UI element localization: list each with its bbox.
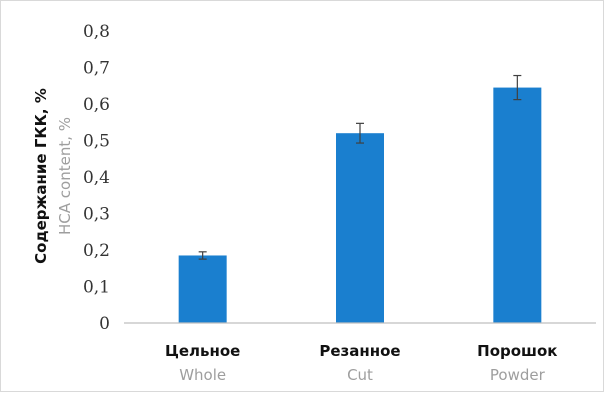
bar-1 (178, 255, 227, 323)
y-tick-label: 0,3 (83, 205, 110, 225)
x-category-label-en: Whole (179, 366, 226, 384)
y-tick-label: 0 (99, 314, 110, 334)
error-bar-2 (356, 122, 364, 144)
y-axis-title: Содержание ГКК, % HCA content, % (32, 88, 74, 264)
y-tick-label: 0,5 (83, 132, 110, 152)
y-tick-label: 0,8 (83, 22, 110, 42)
x-category-label: Порошок (477, 342, 557, 360)
y-tick-label: 0,4 (83, 168, 110, 188)
bar-2 (336, 133, 384, 323)
y-tick-label: 0,1 (83, 278, 110, 298)
x-category-label: Резанное (319, 342, 400, 360)
y-tick-label: 0,7 (83, 59, 110, 79)
error-bar-1 (198, 251, 207, 260)
y-tick-label: 0,2 (83, 241, 110, 261)
x-category-labels: Цельное Whole Резанное Cut Порошок Powder (165, 342, 558, 384)
y-axis-title-en: HCA content, % (56, 117, 74, 235)
x-category-label-en: Powder (490, 366, 546, 384)
x-category-label: Цельное (165, 342, 240, 360)
error-bars (198, 74, 522, 260)
x-category-label-en: Cut (347, 366, 373, 384)
bar-3 (493, 87, 542, 323)
y-tick-labels: 0 0,1 0,2 0,3 0,4 0,5 0,6 0,7 0,8 (83, 22, 110, 334)
bars (178, 87, 542, 323)
y-tick-label: 0,6 (83, 95, 110, 115)
error-bar-3 (513, 74, 522, 101)
y-axis-title-ru: Содержание ГКК, % (32, 88, 50, 264)
